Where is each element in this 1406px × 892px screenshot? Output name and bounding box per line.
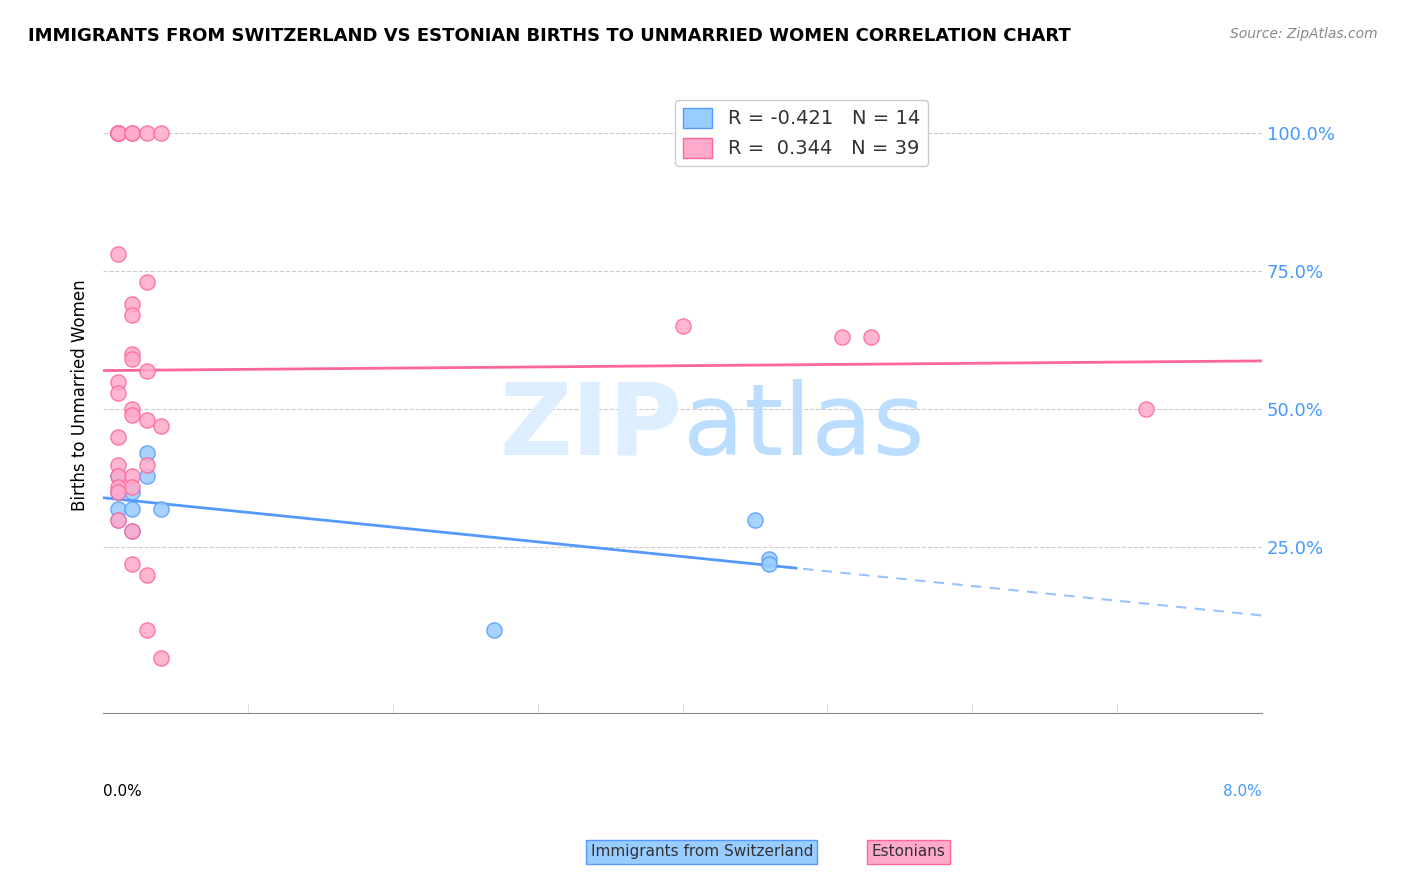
Point <box>831 330 853 344</box>
Point <box>121 297 143 311</box>
Text: Immigrants from Switzerland: Immigrants from Switzerland <box>591 845 813 859</box>
Text: Source: ZipAtlas.com: Source: ZipAtlas.com <box>1230 27 1378 41</box>
Point <box>121 524 143 538</box>
Point <box>150 501 173 516</box>
Point <box>107 458 129 472</box>
Point <box>121 557 143 571</box>
Point <box>107 375 129 389</box>
Point <box>107 513 129 527</box>
Point <box>484 624 506 638</box>
Point <box>107 480 129 494</box>
Point <box>150 651 173 665</box>
Point <box>121 480 143 494</box>
Point <box>150 126 173 140</box>
Point <box>121 347 143 361</box>
Point <box>744 513 766 527</box>
Point <box>150 418 173 433</box>
Point <box>121 468 143 483</box>
Text: ZIP: ZIP <box>499 379 682 475</box>
Point <box>135 568 157 582</box>
Text: 8.0%: 8.0% <box>1223 784 1263 799</box>
Point <box>107 126 129 140</box>
Point <box>135 446 157 460</box>
Point <box>121 501 143 516</box>
Point <box>121 524 143 538</box>
Point <box>121 126 143 140</box>
Legend: R = -0.421   N = 14, R =  0.344   N = 39: R = -0.421 N = 14, R = 0.344 N = 39 <box>675 100 928 166</box>
Point <box>107 485 129 500</box>
Text: Estonians: Estonians <box>872 845 946 859</box>
Point <box>107 126 129 140</box>
Y-axis label: Births to Unmarried Women: Births to Unmarried Women <box>72 279 89 511</box>
Point <box>107 126 129 140</box>
Point <box>121 408 143 422</box>
Point <box>859 330 882 344</box>
Point <box>107 247 129 261</box>
Text: IMMIGRANTS FROM SWITZERLAND VS ESTONIAN BIRTHS TO UNMARRIED WOMEN CORRELATION CH: IMMIGRANTS FROM SWITZERLAND VS ESTONIAN … <box>28 27 1071 45</box>
Point <box>121 308 143 322</box>
Point <box>1135 402 1157 417</box>
Point <box>107 385 129 400</box>
Point <box>107 126 129 140</box>
Point <box>135 275 157 289</box>
Point <box>135 468 157 483</box>
Point <box>758 551 780 566</box>
Point <box>121 485 143 500</box>
Point <box>107 468 129 483</box>
Point <box>135 458 157 472</box>
Point <box>121 126 143 140</box>
Point <box>107 468 129 483</box>
Point <box>671 319 693 334</box>
Point <box>121 352 143 367</box>
Point <box>107 430 129 444</box>
Point <box>121 402 143 417</box>
Point <box>135 126 157 140</box>
Point <box>107 513 129 527</box>
Text: atlas: atlas <box>682 379 924 475</box>
Point <box>758 557 780 571</box>
Point <box>107 485 129 500</box>
Point <box>135 413 157 427</box>
Point <box>107 501 129 516</box>
Point <box>135 363 157 377</box>
Text: 0.0%: 0.0% <box>103 784 142 799</box>
Point <box>135 624 157 638</box>
